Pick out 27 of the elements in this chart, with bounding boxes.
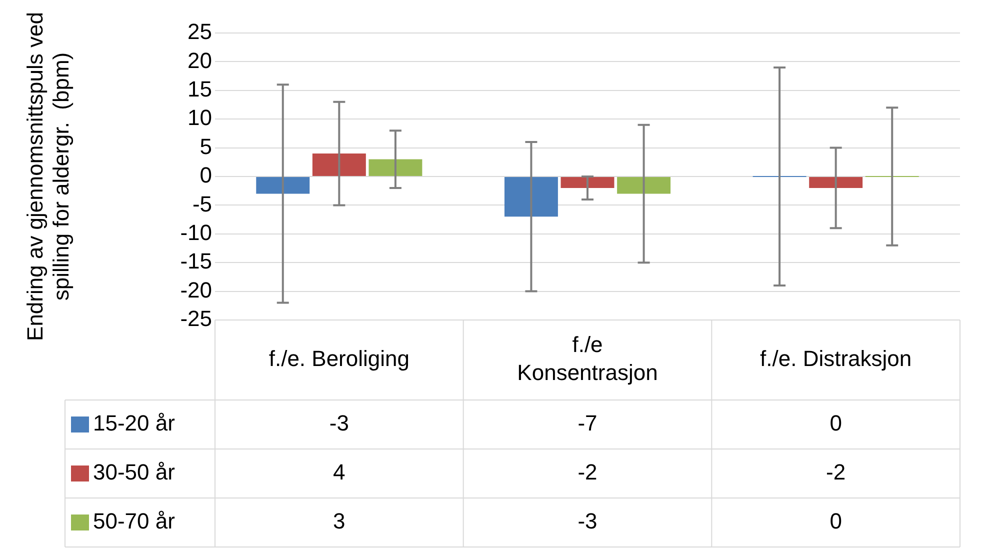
- x-tick-label: f./e. Distraksjon: [760, 346, 912, 372]
- x-tick-label: f./e. Beroliging: [268, 346, 410, 372]
- data-label: -7: [578, 410, 598, 436]
- y-tick-label: 15: [188, 76, 212, 102]
- y-tick-label: 20: [188, 48, 212, 73]
- y-tick-label: -15: [180, 248, 212, 274]
- y-tick-label: -20: [180, 277, 212, 302]
- data-label: -3: [578, 508, 598, 534]
- y-tick-label: -5: [192, 191, 212, 216]
- y-tick-label: -25: [180, 306, 212, 332]
- y-tick-label: 5: [200, 134, 212, 159]
- y-axis-title: Endring av gjennomsnittspuls ved spilling for aldergr. (bpm): [22, 12, 74, 341]
- x-tick-label: f./e Konsentrasjon: [517, 332, 658, 386]
- data-label: 0: [830, 508, 842, 534]
- data-label: -2: [578, 460, 598, 485]
- data-label: 0: [830, 410, 842, 436]
- data-label: 3: [333, 508, 346, 534]
- y-tick-label: 10: [188, 105, 212, 130]
- y-tick-label: 0: [200, 162, 212, 188]
- legend-label: 50-70 år: [93, 508, 175, 534]
- y-tick-label: -10: [180, 220, 212, 245]
- legend-label: 30-50 år: [93, 460, 175, 485]
- data-label: -2: [826, 460, 846, 485]
- data-label: -3: [329, 410, 349, 436]
- data-label: 4: [333, 460, 346, 485]
- legend-label: 15-20 år: [93, 410, 175, 436]
- y-tick-label: 25: [188, 19, 212, 44]
